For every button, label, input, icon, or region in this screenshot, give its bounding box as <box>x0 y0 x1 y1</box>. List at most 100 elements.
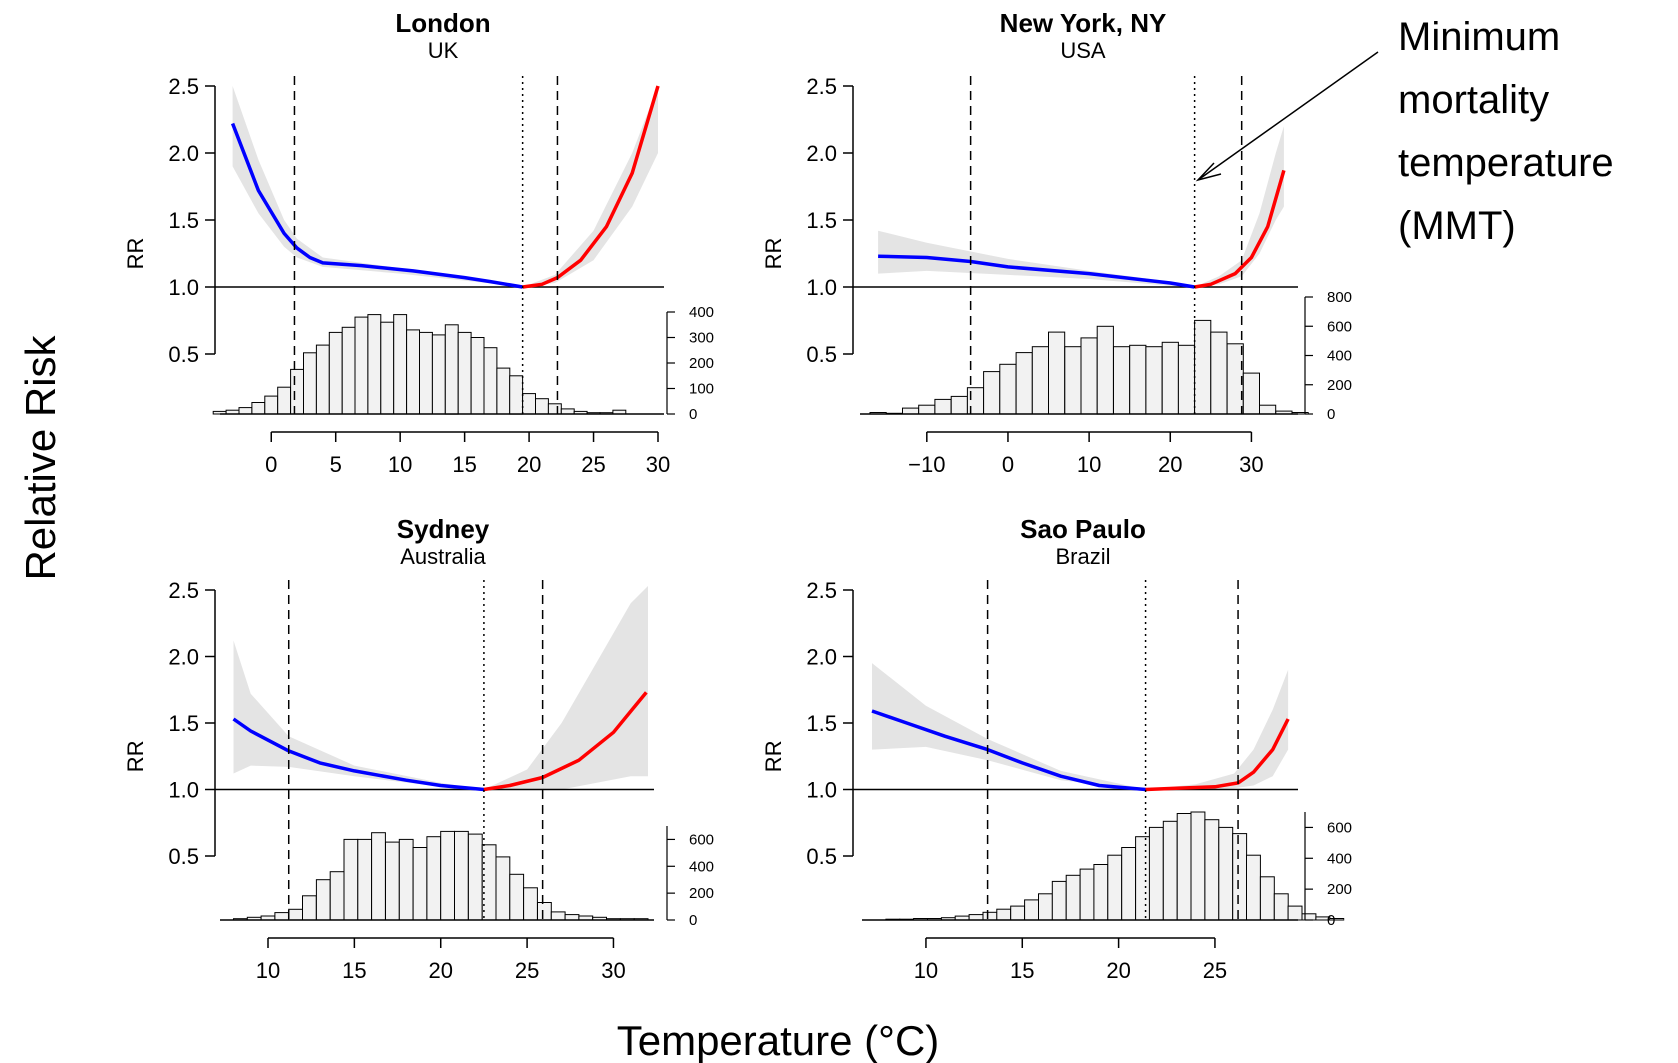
rr-axis-label: RR <box>761 740 786 772</box>
histogram-bar <box>1064 346 1082 415</box>
temperature-tick-label: 30 <box>1239 452 1263 477</box>
histogram-bar <box>1148 826 1164 921</box>
histogram-bar <box>560 408 575 415</box>
histogram-bar <box>982 911 998 921</box>
heat-risk-curve <box>483 691 648 792</box>
histogram-tick-label: 400 <box>689 858 714 875</box>
histogram-bar <box>470 337 485 415</box>
histogram-bar <box>1145 346 1163 415</box>
histogram-bar <box>483 347 498 415</box>
mmt-annotation-arrowhead <box>1195 162 1222 182</box>
temperature-tick-label: 20 <box>428 958 452 983</box>
cold-risk-curve <box>871 709 1146 792</box>
histogram-bar <box>509 873 525 921</box>
histogram-bar <box>535 398 549 415</box>
rr-tick-label: 1.5 <box>168 711 199 736</box>
temperature-tick-label: 0 <box>1002 452 1014 477</box>
histogram-bar <box>1015 352 1033 415</box>
histogram-bar <box>1232 833 1248 921</box>
panel-subtitle: UK <box>428 38 459 63</box>
histogram-bar <box>983 371 1001 415</box>
histogram-bar <box>328 331 343 415</box>
temperature-tick-label: 25 <box>581 452 605 477</box>
panel-subtitle: Brazil <box>1055 544 1110 569</box>
confidence-band <box>232 86 658 287</box>
histogram-bar <box>238 407 253 415</box>
histogram-tick-label: 300 <box>689 330 714 347</box>
histogram-bar <box>1204 819 1220 921</box>
histogram-bar <box>315 879 331 921</box>
histogram-bar <box>354 316 369 415</box>
rr-axis-label: RR <box>761 238 786 270</box>
temperature-tick-label: 20 <box>1106 958 1130 983</box>
histogram-bar <box>1259 876 1275 921</box>
rr-tick-label: 2.0 <box>806 141 837 166</box>
histogram-bar <box>393 314 408 415</box>
temperature-tick-label: 20 <box>1158 452 1182 477</box>
histogram-bar <box>406 329 421 415</box>
histogram-tick-label: 200 <box>689 355 714 372</box>
histogram-bar <box>564 914 580 921</box>
rr-axis-label: RR <box>123 740 148 772</box>
histogram-bar <box>547 403 562 415</box>
histogram-bar <box>1273 893 1289 921</box>
temperature-tick-label: 25 <box>515 958 539 983</box>
panel-title: Sydney <box>397 514 490 544</box>
temperature-tick-label: 30 <box>601 958 625 983</box>
histogram-bar <box>431 334 446 415</box>
confidence-band <box>233 586 648 790</box>
histogram-bar <box>444 324 459 415</box>
rr-tick-label: 1.0 <box>806 275 837 300</box>
rr-tick-label: 2.5 <box>168 578 199 603</box>
histogram-bar <box>371 832 386 921</box>
histogram-bar <box>1177 344 1196 415</box>
histogram-bar <box>1242 372 1261 415</box>
rr-tick-label: 2.0 <box>168 645 199 670</box>
histogram-bar <box>329 871 345 921</box>
histogram-bar <box>509 375 524 415</box>
histogram-bar <box>1031 346 1050 415</box>
rr-tick-label: 1.0 <box>168 778 199 803</box>
histogram-bar <box>264 395 279 415</box>
temperature-tick-label: 5 <box>330 452 342 477</box>
histogram-bar <box>1246 854 1261 921</box>
histogram-bar <box>1113 346 1131 415</box>
histogram-bar <box>537 902 552 921</box>
rr-tick-label: 2.5 <box>806 578 837 603</box>
rr-tick-label: 1.0 <box>168 275 199 300</box>
histogram-bar <box>1065 874 1081 921</box>
temperature-tick-label: 10 <box>388 452 412 477</box>
histogram-bar <box>274 912 290 921</box>
histogram-bar <box>1051 880 1067 921</box>
histogram-bar <box>1176 813 1192 921</box>
histogram-bar <box>1259 404 1277 415</box>
rr-axis-label: RR <box>123 238 148 270</box>
temperature-tick-label: 30 <box>646 452 670 477</box>
histogram-bar <box>426 836 442 921</box>
rr-tick-label: 1.5 <box>168 208 199 233</box>
histogram-tick-label: 600 <box>1327 819 1352 836</box>
temperature-tick-label: 15 <box>342 958 366 983</box>
histogram-bar <box>1093 864 1109 921</box>
histogram-tick-label: 100 <box>689 381 714 398</box>
panel-title: Sao Paulo <box>1020 514 1146 544</box>
histogram-bar <box>454 830 469 921</box>
histogram-bar <box>999 363 1017 415</box>
histogram-bar <box>1024 899 1039 921</box>
histogram-bar <box>522 393 536 415</box>
histogram-tick-label: 400 <box>689 304 714 321</box>
mmt-annotation-line-3: temperature <box>1398 141 1614 185</box>
histogram-bar <box>1226 343 1244 415</box>
panel-title: New York, NY <box>1000 8 1167 38</box>
histogram-bar <box>1096 325 1114 415</box>
mmt-annotation-line-2: mortality <box>1398 78 1549 122</box>
histogram-tick-label: 400 <box>1327 850 1352 867</box>
temperature-tick-label: −10 <box>908 452 945 477</box>
histogram-bar <box>303 352 317 415</box>
histogram-bar <box>902 407 920 415</box>
histogram-bar <box>918 404 936 415</box>
rr-tick-label: 2.0 <box>168 141 199 166</box>
histogram-bar <box>412 847 428 921</box>
rr-tick-label: 2.0 <box>806 645 837 670</box>
